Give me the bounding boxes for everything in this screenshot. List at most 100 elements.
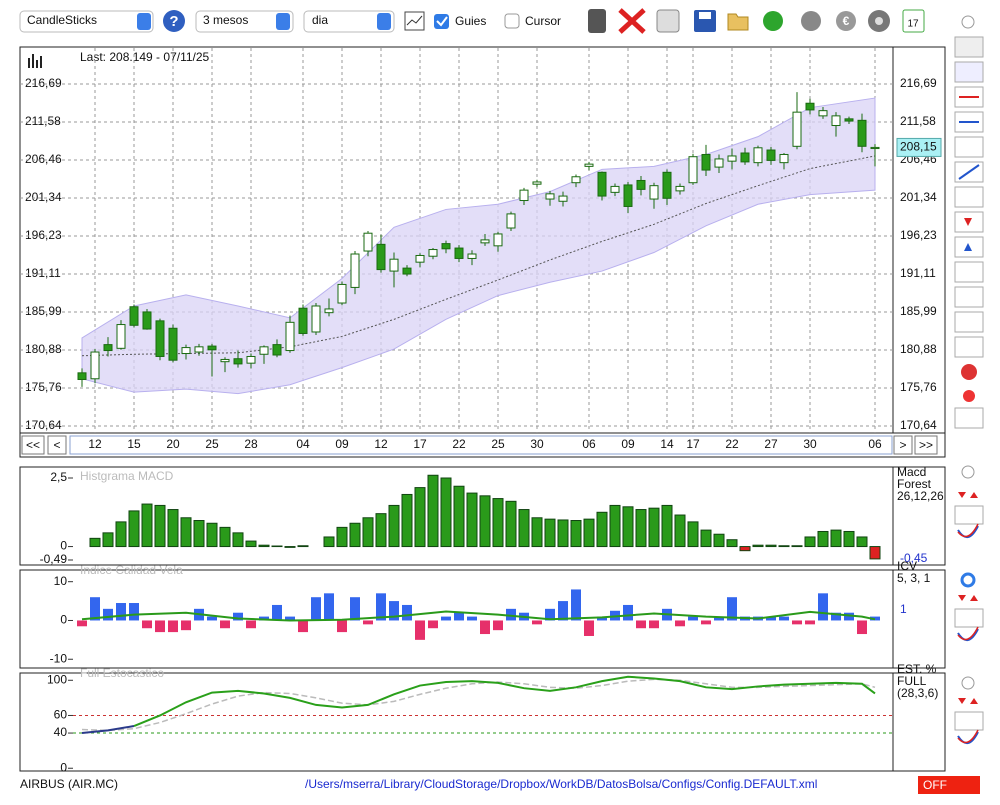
candle-body: [90, 351, 100, 380]
bar: [623, 604, 633, 621]
select-arrow: [276, 13, 290, 30]
lines-tool[interactable]: [954, 286, 984, 308]
candle-body: [701, 153, 711, 171]
state-box[interactable]: [918, 776, 980, 794]
line-series: [81, 678, 876, 732]
tool[interactable]: [954, 61, 984, 83]
candle-body: [103, 344, 113, 352]
calendar-button[interactable]: [902, 9, 925, 33]
bar: [402, 604, 412, 621]
bar: [518, 509, 530, 548]
candle-body: [428, 249, 438, 257]
bar: [791, 545, 803, 548]
currency-button[interactable]: [836, 11, 856, 31]
x-tick-label: 28: [244, 437, 258, 451]
bar: [297, 545, 309, 548]
x-tick-label: 17: [686, 437, 700, 451]
update-button[interactable]: [801, 11, 821, 31]
x-tick-label: 06: [582, 437, 596, 451]
calendar-icon: 17: [907, 19, 919, 30]
bar: [831, 612, 841, 621]
side-label: Forest: [897, 477, 932, 491]
candle-body: [298, 307, 308, 334]
side-label: (28,3,6): [897, 686, 938, 700]
bar: [467, 616, 477, 621]
guides-checkbox[interactable]: [434, 14, 449, 29]
candle-body: [389, 258, 399, 272]
nav-button[interactable]: [21, 435, 45, 455]
bar: [714, 616, 724, 621]
line-series: [81, 725, 135, 735]
bar: [233, 612, 243, 621]
bar: [493, 620, 503, 631]
radio-selected[interactable]: [960, 572, 976, 588]
bar: [597, 616, 607, 621]
y-tick-label: 0: [60, 539, 67, 553]
help-button[interactable]: [163, 10, 185, 32]
nav-button[interactable]: [893, 435, 913, 455]
bar: [102, 532, 114, 548]
candle-body: [779, 153, 789, 164]
candle-body: [233, 358, 243, 365]
candle-body: [740, 152, 750, 163]
zoom-tool[interactable]: [954, 36, 984, 58]
nav-button[interactable]: [47, 435, 67, 455]
percent-tool[interactable]: [954, 336, 984, 358]
bar: [557, 519, 569, 548]
candle-body: [402, 267, 412, 275]
record-tool[interactable]: [963, 390, 975, 402]
bar: [830, 529, 842, 548]
bar: [336, 526, 348, 548]
mark-tool[interactable]: [954, 261, 984, 283]
trend-tool[interactable]: [954, 136, 984, 158]
candle-body: [727, 155, 737, 162]
y-tick-label: 60: [54, 708, 68, 722]
bar: [869, 546, 881, 560]
bar: [376, 593, 386, 621]
open-button[interactable]: [727, 13, 749, 31]
bar: [584, 620, 594, 636]
swap-tool[interactable]: [954, 407, 984, 429]
bar: [454, 612, 464, 621]
refresh-button[interactable]: [763, 11, 783, 31]
check-mark: [436, 16, 448, 27]
period-select[interactable]: [195, 10, 294, 33]
delete-button[interactable]: [618, 8, 646, 34]
candle-body: [350, 253, 360, 288]
x-tick-label: 12: [374, 437, 388, 451]
bar: [778, 545, 790, 548]
y-tick-label: 185,99: [900, 304, 937, 318]
bar: [843, 530, 855, 548]
bar: [544, 518, 556, 548]
bar: [401, 493, 413, 548]
chart-icon[interactable]: [404, 11, 425, 31]
tool-glyph: [957, 628, 979, 641]
bar: [440, 477, 452, 548]
y-tick-label: 175,76: [25, 380, 62, 394]
print-button[interactable]: [656, 9, 680, 33]
candle-body: [272, 344, 282, 356]
x-tick-label: 22: [725, 437, 739, 451]
fib-tool[interactable]: [954, 186, 984, 208]
nav-button[interactable]: [914, 435, 938, 455]
candle-body: [714, 158, 724, 168]
tool-glyph: [958, 164, 980, 180]
y-tick-label: 216,69: [900, 76, 937, 90]
bar: [727, 597, 737, 621]
candle-body: [363, 232, 373, 252]
percent-tool[interactable]: [954, 311, 984, 333]
y-tick-label: 170,64: [25, 418, 62, 432]
bar: [141, 503, 153, 548]
bar: [636, 620, 646, 629]
trash-button[interactable]: [588, 9, 606, 33]
icon-bar: [36, 60, 38, 68]
stop-tool[interactable]: [961, 364, 977, 380]
config-path[interactable]: /Users/mserra/Library/CloudStorage/Dropb…: [305, 777, 817, 791]
bar: [415, 620, 425, 640]
radio[interactable]: [961, 676, 975, 690]
chart-type-select[interactable]: [19, 10, 154, 33]
cursor-checkbox[interactable]: [504, 13, 520, 29]
radio[interactable]: [961, 465, 975, 479]
interval-select[interactable]: [303, 10, 395, 33]
radio[interactable]: [961, 15, 975, 29]
